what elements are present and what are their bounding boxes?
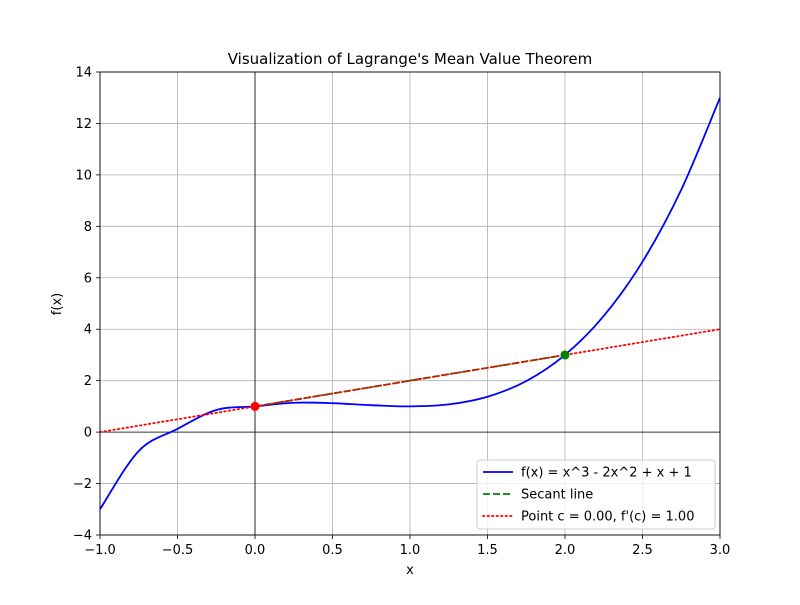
x-tick-label: 2.5 — [632, 543, 653, 558]
y-tick-label: 14 — [75, 66, 92, 81]
y-tick-label: −2 — [73, 477, 92, 492]
y-tick-label: 6 — [84, 271, 92, 286]
y-tick-label: 10 — [75, 168, 92, 183]
zero-lines — [100, 72, 720, 535]
series-layer — [100, 97, 720, 510]
legend-box — [476, 459, 716, 530]
y-axis-label: f(x) — [50, 293, 65, 315]
tangent-line-series — [100, 328, 720, 434]
x-tick-label: 0.0 — [245, 543, 266, 558]
points-layer — [250, 350, 570, 411]
y-tick-label: 12 — [75, 117, 92, 132]
ticks: −1.0 −0.5 0.0 0.5 1.0 1.5 2.0 2.5 3.0 −4 −2 0 2 4 6 8 10… — [73, 66, 731, 559]
x-tick-label: 2.0 — [555, 543, 576, 558]
x-tick-label: 3.0 — [710, 543, 731, 558]
y-tick-label: 0 — [84, 426, 92, 441]
x-tick-label: 0.5 — [322, 543, 343, 558]
x-tick-label: 1.5 — [477, 543, 498, 558]
x-tick-label: −0.5 — [162, 543, 194, 558]
chart-title: Visualization of Lagrange's Mean Value T… — [228, 50, 592, 68]
y-tick-label: 2 — [84, 374, 92, 389]
x-axis-label: x — [406, 563, 414, 578]
curve-series — [100, 97, 720, 510]
legend: f(x) = x^3 - 2x^2 + x + 1 Secant line Poin… — [476, 459, 716, 530]
legend-label: Point c = 0.00, f'(c) = 1.00 — [521, 510, 694, 525]
x-tick-label: −1.0 — [84, 543, 116, 558]
legend-label: f(x) = x^3 - 2x^2 + x + 1 — [521, 466, 692, 481]
y-tick-label: 4 — [84, 323, 92, 338]
legend-label: Secant line — [521, 488, 593, 503]
data-point — [560, 350, 570, 360]
data-point — [250, 401, 260, 411]
y-tick-label: 8 — [84, 220, 92, 235]
x-tick-label: 1.0 — [400, 543, 421, 558]
y-tick-label: −4 — [73, 529, 92, 544]
